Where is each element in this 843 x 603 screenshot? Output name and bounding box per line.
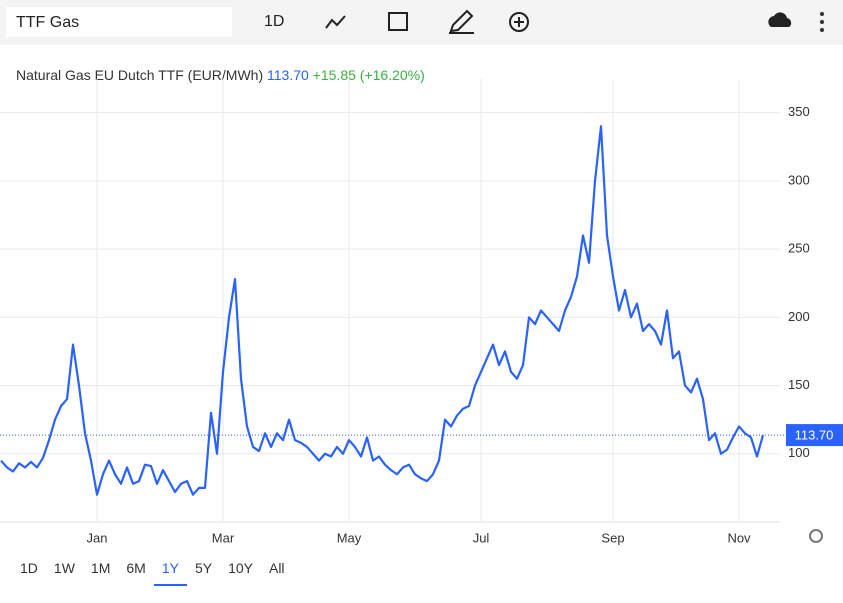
calendar-icon[interactable] [388, 12, 408, 31]
legend-change: +15.85 [313, 67, 356, 83]
menu-dot[interactable] [820, 28, 824, 32]
toolbar: TTF Gas 1D [0, 0, 843, 45]
y-tick-label: 200 [788, 309, 810, 324]
y-tick-label: 300 [788, 172, 810, 187]
range-button[interactable]: 1M [90, 560, 111, 576]
range-button[interactable]: 10Y [228, 560, 253, 576]
interval-button[interactable]: 1D [264, 13, 285, 30]
price-line [0, 125, 765, 496]
x-tick-label: May [337, 530, 362, 545]
y-tick-label: 250 [788, 241, 810, 256]
legend: Natural Gas EU Dutch TTF (EUR/MWh) 113.7… [16, 67, 425, 83]
x-tick-label: Jul [473, 530, 490, 545]
menu-dot[interactable] [820, 12, 824, 16]
range-button[interactable]: 5Y [194, 560, 213, 576]
chart-type-icon[interactable] [325, 15, 346, 29]
draw-icon[interactable] [449, 9, 474, 34]
range-selector: 1D 1W 1M 6M 1Y 5Y 10Y All [12, 560, 293, 586]
y-tick-label: 100 [788, 445, 810, 460]
range-button[interactable]: 1W [53, 560, 75, 576]
x-tick-label: Sep [601, 530, 624, 545]
legend-title: Natural Gas EU Dutch TTF (EUR/MWh) [16, 67, 263, 83]
settings-icon[interactable] [809, 529, 823, 543]
y-tick-label: 150 [788, 377, 810, 392]
menu-dot[interactable] [820, 20, 824, 24]
last-price-label: 113.70 [795, 428, 834, 443]
x-tick-label: Nov [727, 530, 751, 545]
range-button[interactable]: 1D [20, 560, 38, 576]
legend-change-pct: (+16.20%) [360, 67, 425, 83]
add-icon-plus [514, 17, 524, 27]
add-icon[interactable] [509, 12, 529, 32]
symbol-search[interactable]: TTF Gas [6, 7, 232, 37]
range-button[interactable]: 6M [126, 560, 146, 576]
x-tick-label: Jan [87, 530, 108, 545]
x-tick-label: Mar [212, 530, 235, 545]
legend-price: 113.70 [267, 67, 309, 83]
y-tick-label: 350 [788, 104, 810, 119]
range-button[interactable]: 1Y [153, 560, 187, 586]
range-button[interactable]: All [268, 560, 285, 576]
chart: Natural Gas EU Dutch TTF (EUR/MWh) 113.7… [0, 67, 843, 545]
last-price-tag [786, 424, 843, 447]
download-icon[interactable] [768, 12, 792, 27]
